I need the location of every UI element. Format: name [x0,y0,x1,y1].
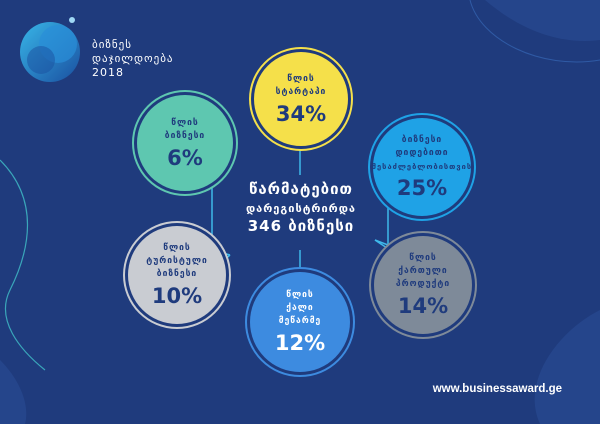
center-line3: 346 ბიზნესი [247,217,355,235]
category-label-line: დიდებითი [395,148,449,158]
category-circle-woman-entrepreneur: წლის ქალი მეწარმე 12% [250,272,350,372]
logo-title-line2: დაჯილდოება [92,52,174,65]
category-label-line: ქართული [398,266,448,276]
logo-emblem [20,17,80,82]
category-percent: 12% [274,331,326,355]
category-circle-business: წლის ბიზნესი 6% [137,95,233,191]
category-label-line: ქალი [286,303,314,313]
category-label-line: ტურისტული [146,256,208,266]
category-label-line: წლის [286,290,314,300]
category-label-line: ბიზნესი [401,135,443,145]
center-line2: დარეგისტრირდა [245,202,356,215]
category-percent: 10% [151,284,203,308]
category-label-line: პროდუქტი [395,279,451,289]
category-label-line: ბიზნესი [164,130,206,141]
category-percent: 14% [397,294,449,318]
category-label-line: მეწარმე [278,316,322,326]
category-label-line: წლის [287,73,315,84]
category-circle-georgian-product: წლის ქართული პროდუქტი 14% [374,236,472,334]
category-label-line: სტარტაპი [275,86,327,97]
category-label-line: შესაძლებლობისთვის [371,162,473,171]
category-label-line: წლის [409,253,437,263]
website-link[interactable]: www.businessaward.ge [432,383,562,395]
category-circle-tourism: წლის ტურისტული ბიზნესი 10% [128,226,226,324]
center-summary: წარმატებით დარეგისტრირდა 346 ბიზნესი [216,180,386,235]
category-percent: 6% [167,145,203,170]
category-label-line: ბიზნესი [156,269,198,279]
category-label-line: წლის [171,117,199,128]
category-circle-startup: წლის სტარტაპი 34% [254,52,348,146]
category-label-line: წლის [163,243,191,253]
category-circle-large-business: ბიზნესი დიდებითი შესაძლებლობისთვის 25% [371,118,473,216]
center-line1: წარმატებით [249,180,353,198]
category-percent: 25% [396,176,448,200]
logo-year: 2018 [92,66,124,79]
logo-title-line1: ბიზნეს [92,38,132,51]
category-percent: 34% [275,101,327,126]
